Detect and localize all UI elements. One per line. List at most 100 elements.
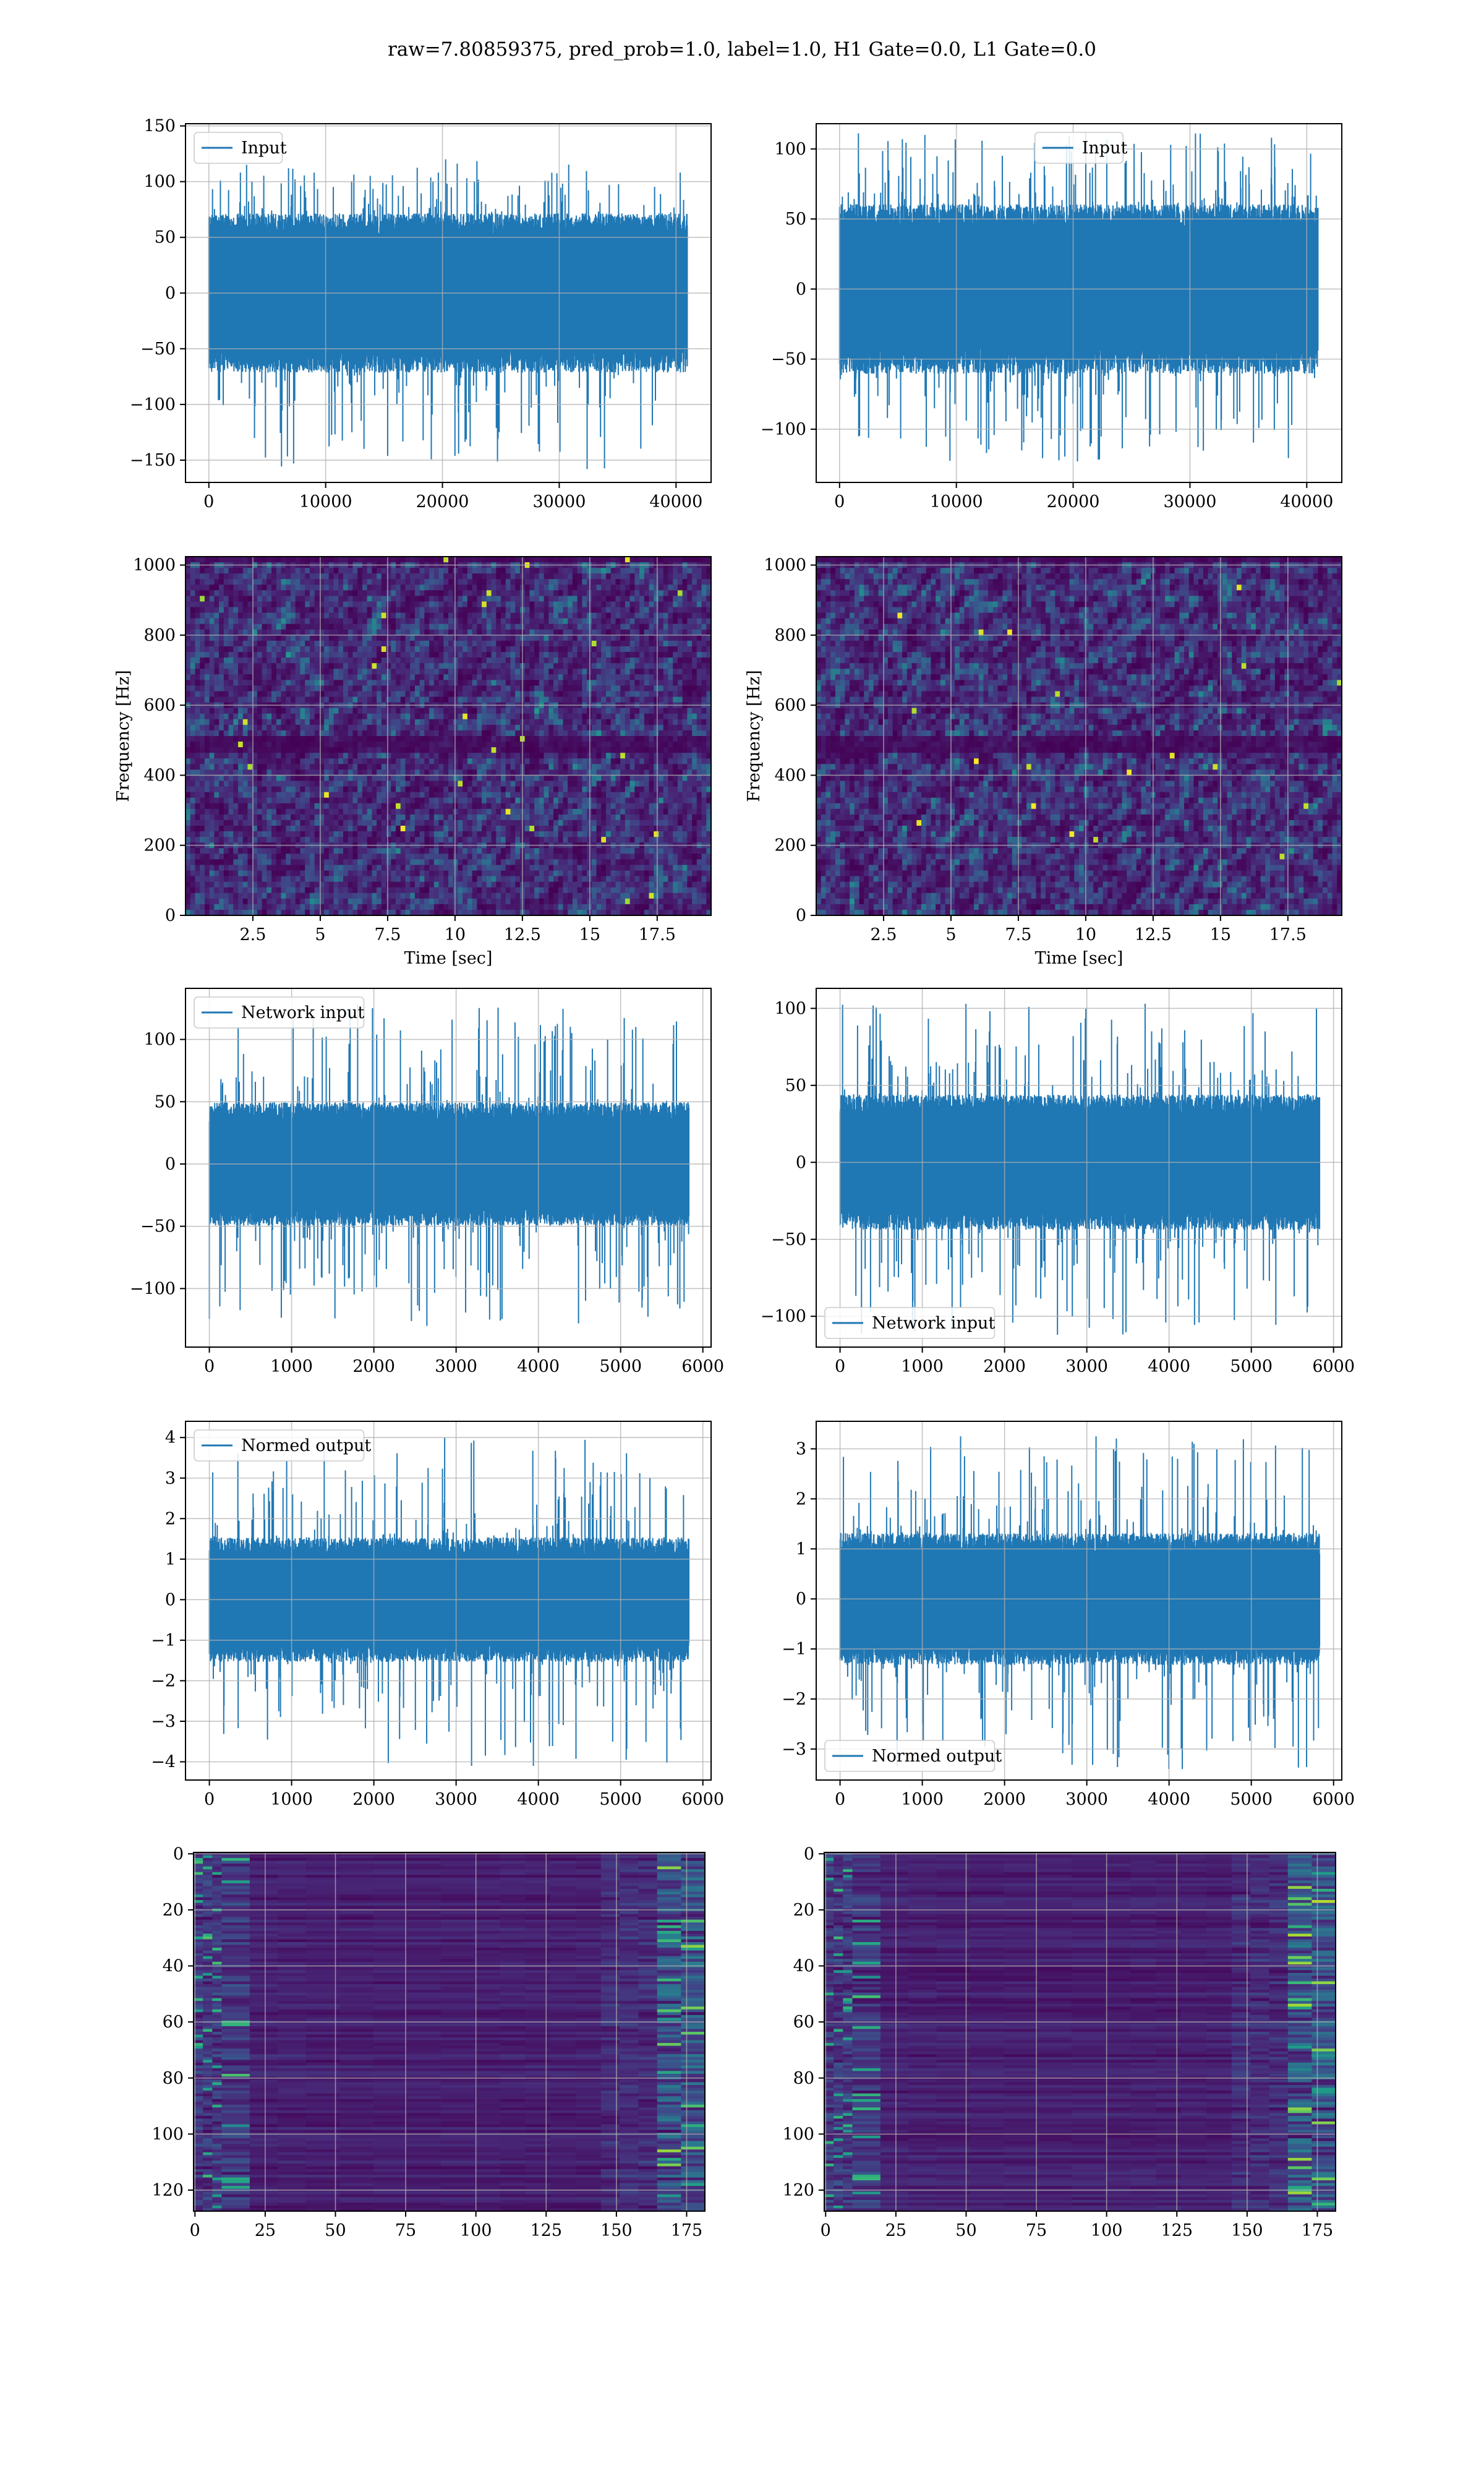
heat-cell (529, 618, 535, 625)
heat-cell (238, 607, 244, 614)
heat-cell (257, 685, 263, 692)
heat-cell (219, 713, 224, 720)
heat-cell (463, 747, 468, 753)
heat-cell (463, 792, 468, 798)
heat-cell (458, 568, 463, 574)
heat-cell (381, 696, 387, 703)
heat-cell (338, 579, 344, 585)
heat-cell (386, 623, 391, 630)
heat-cell (577, 747, 582, 753)
heat-cell (367, 781, 372, 787)
heat-cell (209, 618, 215, 625)
heat-cell (610, 713, 616, 720)
heat-cell (687, 618, 693, 625)
heat-cell (448, 573, 454, 580)
heat-cell (429, 584, 435, 591)
heat-cell (682, 747, 688, 753)
y-tick-label: 0 (796, 280, 806, 299)
heat-cell (200, 736, 205, 742)
heat-cell (209, 713, 215, 720)
heat-cell (496, 601, 501, 608)
heat-cell (443, 590, 449, 597)
heat-cell (644, 730, 650, 737)
heat-cell (214, 786, 220, 793)
heat-cell (343, 618, 349, 625)
heat-cell (400, 623, 406, 630)
heat-cell (649, 623, 654, 630)
heat-cell (286, 719, 291, 726)
heat-cell (486, 579, 492, 585)
heat-cell (314, 764, 320, 770)
heat-cell (539, 792, 545, 798)
heat-cell (649, 730, 654, 737)
heat-cell (639, 719, 645, 726)
heat-cell (295, 607, 301, 614)
heat-cell (377, 579, 382, 585)
heat-cell (419, 640, 425, 647)
heat-cell (267, 781, 272, 787)
heat-cell (668, 708, 673, 714)
heat-cell (649, 685, 654, 692)
heat-cell (668, 663, 673, 669)
heat-cell (219, 781, 224, 787)
heat-cell (429, 708, 435, 714)
heat-cell (629, 764, 635, 770)
heat-cell (233, 803, 239, 810)
heat-cell (367, 652, 372, 658)
heat-cell (247, 786, 253, 793)
heat-cell (548, 557, 554, 563)
heat-cell (463, 685, 468, 692)
heat-cell (544, 663, 549, 669)
heat-cell (314, 669, 320, 675)
heat-cell (328, 640, 335, 647)
heat-cell (529, 601, 535, 608)
heat-cell (443, 557, 449, 563)
heat-cell (505, 618, 511, 625)
heat-cell (591, 786, 597, 793)
heat-cell (496, 674, 501, 680)
heat-cell (615, 713, 621, 720)
heat-cell (305, 764, 310, 770)
heat-cell (377, 769, 382, 776)
heat-cell (300, 781, 305, 787)
heat-cell (443, 691, 449, 698)
heat-cell (204, 786, 210, 793)
heat-cell (467, 669, 473, 675)
heat-cell (577, 652, 582, 658)
heat-cell (625, 579, 631, 585)
heat-cell (209, 730, 215, 737)
heat-cell (568, 781, 573, 787)
heat-cell (419, 607, 425, 614)
heat-cell (477, 724, 482, 731)
heat-cell (534, 786, 540, 793)
heat-cell (238, 775, 244, 782)
heat-cell (186, 708, 191, 714)
heat-cell (391, 691, 396, 698)
heat-cell (524, 652, 530, 658)
heat-cell (233, 590, 239, 597)
heat-cell (677, 669, 683, 675)
heat-cell (558, 713, 564, 720)
heat-cell (515, 724, 521, 731)
heat-cell (314, 792, 320, 798)
heat-cell (410, 629, 416, 636)
heat-cell (649, 635, 654, 641)
heat-cell (472, 691, 477, 698)
heat-cell (687, 657, 693, 664)
heat-cell (281, 601, 286, 608)
heat-cell (505, 724, 511, 731)
heat-cell (563, 758, 568, 764)
heat-cell (453, 713, 459, 720)
heat-cell (386, 618, 391, 625)
heat-cell (352, 696, 358, 703)
heat-cell (386, 557, 391, 563)
heat-cell (601, 781, 607, 787)
heat-cell (639, 775, 645, 782)
heat-cell (295, 612, 301, 619)
heat-cell (673, 612, 678, 619)
heat-cell (701, 652, 707, 658)
heat-cell (472, 758, 477, 764)
heat-cell (601, 719, 607, 726)
heat-cell (687, 769, 693, 776)
heat-cell (276, 607, 282, 614)
